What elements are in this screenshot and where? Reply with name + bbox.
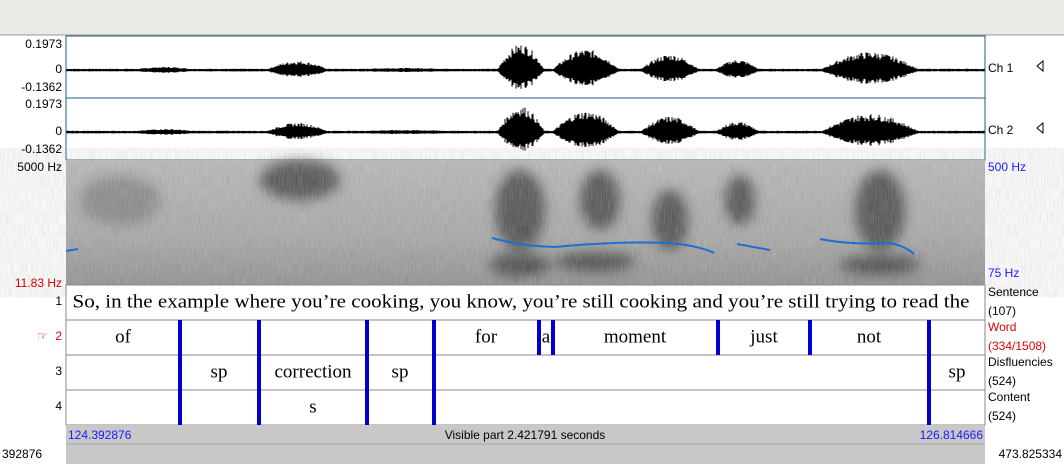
tier-name: Word (988, 320, 1016, 334)
time-start: 124.392876 (68, 428, 132, 442)
interval-label: a (542, 326, 551, 347)
interval-label: sp (211, 361, 228, 382)
interval-label: sp (392, 361, 409, 382)
axis-label: 11.83 Hz (15, 276, 62, 290)
interval-label: not (857, 326, 882, 347)
axis-label: 0.1973 (25, 97, 62, 111)
visible-duration: Visible part 2.421791 seconds (445, 428, 606, 442)
tier-number: 3 (55, 364, 62, 378)
selected-tier (66, 320, 985, 355)
axis-label: -0.1362 (21, 142, 62, 156)
interval-label: So, in the example where you’re cooking,… (73, 291, 970, 312)
spectrogram (66, 160, 985, 285)
channel-label: Ch 2 (988, 123, 1014, 137)
page: 0.1973 0 -0.1362 0.1973 0 -0.1362 5000 Hz 11.83… (0, 0, 1064, 464)
tier-number: 4 (55, 399, 62, 413)
tier-number: 1 (55, 294, 62, 308)
window-end: 473.825334 (999, 447, 1063, 461)
tier-count: (107) (988, 304, 1016, 318)
toolbar-strip (0, 0, 1064, 35)
tier-marker: ☞ (37, 329, 48, 343)
interval-label: sp (949, 361, 966, 382)
axis-label: 0.1973 (25, 37, 62, 51)
tier-count: (334/1508) (988, 339, 1046, 353)
interval-label: correction (274, 361, 352, 382)
interval-label: s (309, 396, 316, 417)
tier-count: (524) (988, 409, 1016, 423)
praat-editor: 0.1973 0 -0.1362 0.1973 0 -0.1362 5000 Hz 11.83… (0, 0, 1064, 464)
channel-label: Ch 1 (988, 61, 1014, 75)
axis-label: 5000 Hz (17, 160, 62, 174)
axis-label: 75 Hz (988, 266, 1019, 280)
interval-label: moment (604, 326, 667, 347)
tier-name: Disfluencies (988, 355, 1053, 369)
interval-label: for (475, 326, 498, 347)
speaker-icon[interactable] (1037, 61, 1043, 71)
axis-label: 0 (55, 62, 62, 76)
speaker-icon[interactable] (1037, 123, 1043, 133)
tier-name: Content (988, 390, 1031, 404)
axis-label: 500 Hz (988, 160, 1026, 174)
time-end: 126.814666 (920, 428, 984, 442)
window-start: 392876 (2, 447, 42, 461)
axis-label: 0 (55, 124, 62, 138)
tier-count: (524) (988, 374, 1016, 388)
tier-number: 2 (55, 329, 62, 343)
axis-label: -0.1362 (21, 80, 62, 94)
interval-label: of (115, 326, 132, 347)
interval-label: just (749, 326, 778, 347)
tier-name: Sentence (988, 285, 1039, 299)
